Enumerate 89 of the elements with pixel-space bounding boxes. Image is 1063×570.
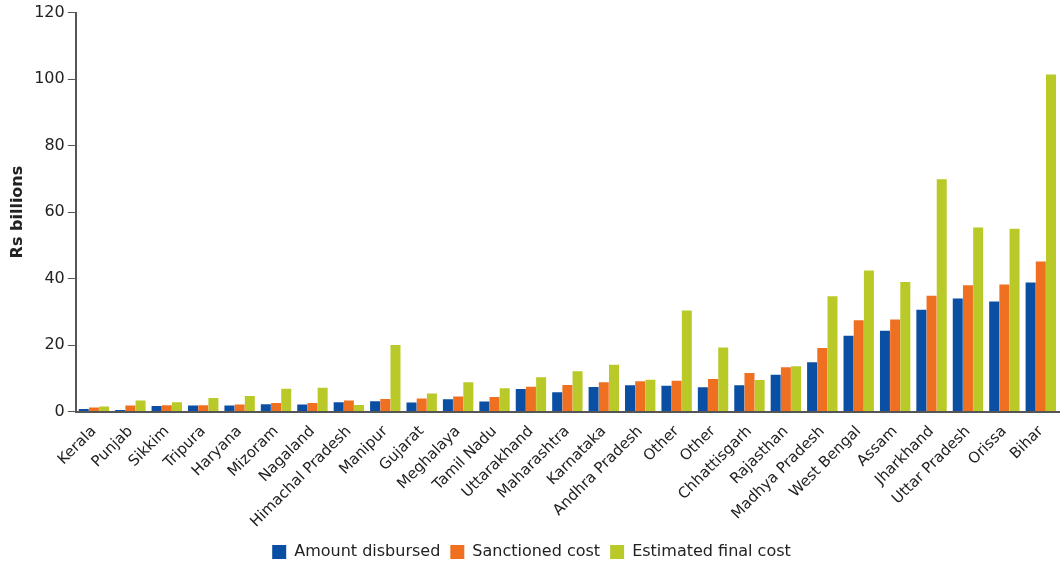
bar (499, 388, 510, 412)
bar (224, 405, 235, 412)
bar (562, 384, 573, 412)
bar (817, 348, 828, 412)
bar (708, 378, 719, 412)
bar (625, 385, 635, 412)
bar (515, 388, 526, 412)
bar (380, 398, 391, 412)
bar (171, 402, 182, 412)
bar (244, 395, 255, 412)
bar (552, 392, 563, 412)
bar (926, 295, 937, 412)
bar (1009, 228, 1020, 412)
bar (1045, 74, 1056, 412)
bar (916, 309, 927, 412)
bar (370, 401, 381, 412)
y-axis-title: Rs billions (6, 165, 26, 259)
bar (297, 404, 308, 412)
bar (161, 405, 172, 412)
bar (78, 408, 89, 412)
bar (598, 382, 609, 412)
bar (608, 364, 619, 412)
bar (489, 396, 500, 412)
bar (453, 396, 464, 412)
y-tick-label: 100 (34, 68, 65, 88)
bar (135, 400, 146, 412)
y-tick-label: 0 (54, 400, 65, 420)
bar (151, 405, 162, 412)
bar (936, 179, 947, 412)
bar (188, 405, 198, 412)
legend-label: Estimated final cost (632, 541, 791, 561)
bar (125, 405, 136, 412)
bar (879, 330, 890, 412)
y-tick-label: 60 (44, 201, 65, 221)
bar (317, 387, 328, 412)
bar (479, 401, 490, 412)
bar (791, 366, 802, 412)
bar (744, 373, 755, 412)
bar (281, 388, 292, 412)
bar (260, 404, 271, 412)
bar (681, 310, 692, 412)
bar (390, 345, 401, 412)
bar (588, 386, 599, 412)
bar (827, 296, 838, 412)
bar (671, 380, 682, 412)
bar (343, 400, 354, 412)
bar (780, 367, 791, 412)
y-tick-label: 40 (44, 267, 65, 287)
bar (843, 335, 854, 412)
bar (463, 382, 474, 412)
bar (406, 402, 417, 412)
bar (572, 371, 583, 412)
bar (416, 398, 427, 412)
bar (234, 404, 245, 412)
bar (807, 362, 818, 412)
bar (333, 402, 344, 412)
legend-label: Sanctioned cost (472, 541, 601, 561)
bar (635, 381, 646, 412)
bar (734, 385, 745, 412)
bar (1025, 282, 1036, 412)
bar (198, 405, 209, 412)
bar (770, 374, 781, 412)
bar (999, 284, 1010, 412)
bar (853, 320, 864, 412)
y-tick-label: 80 (44, 134, 65, 154)
bar (354, 404, 365, 412)
y-tick-label: 120 (34, 1, 65, 21)
bar (890, 319, 901, 412)
bar (271, 402, 282, 412)
bar (900, 281, 911, 412)
bar (307, 402, 318, 412)
bar (962, 285, 973, 412)
bar (697, 387, 708, 412)
bar (989, 301, 1000, 412)
bar (754, 379, 765, 412)
bar (536, 377, 547, 412)
bar (952, 298, 963, 412)
bar (718, 347, 729, 412)
bar (525, 386, 536, 412)
bar (442, 399, 453, 412)
bar (208, 397, 219, 412)
legend-label: Amount disbursed (294, 541, 441, 561)
bar (1035, 261, 1046, 412)
y-tick-label: 20 (44, 334, 65, 354)
bar (973, 227, 984, 412)
bar (863, 270, 874, 412)
bar (426, 393, 437, 412)
bar (645, 379, 656, 412)
bar (661, 385, 672, 412)
